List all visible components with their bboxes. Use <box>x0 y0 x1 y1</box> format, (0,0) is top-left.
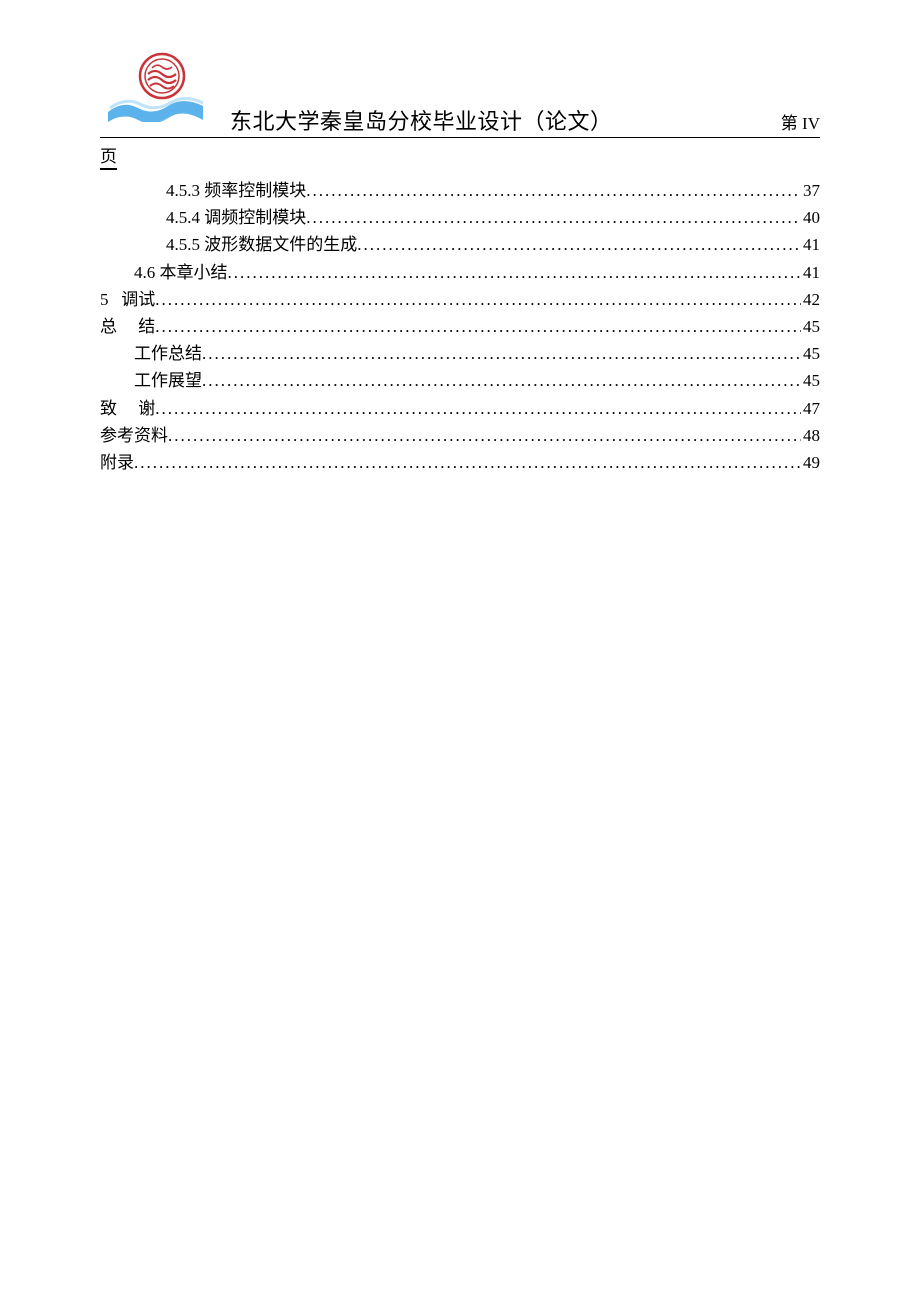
toc-page-number: 45 <box>801 313 820 340</box>
toc-char: 致 <box>100 399 117 418</box>
toc-leader-dots <box>155 313 801 340</box>
page-number-left: 页 <box>100 142 820 167</box>
document-title: 东北大学秦皇岛分校毕业设计（论文） <box>230 104 613 136</box>
toc-label: 总 结 <box>100 313 155 340</box>
toc-num: 4.5.4 <box>166 208 200 227</box>
toc-label: 4.5.3 频率控制模块 <box>166 177 306 204</box>
toc-page-number: 45 <box>801 367 820 394</box>
toc-num: 4.5.3 <box>166 181 200 200</box>
toc-page-number: 41 <box>801 231 820 258</box>
toc-label: 附录 <box>100 449 134 476</box>
toc-title: 波形数据文件的生成 <box>204 235 357 254</box>
toc-page-number: 47 <box>801 395 820 422</box>
toc-label: 4.5.5 波形数据文件的生成 <box>166 231 357 258</box>
toc-entry: 工作总结 45 <box>100 340 820 367</box>
toc-label: 参考资料 <box>100 422 168 449</box>
toc-page-number: 41 <box>801 259 820 286</box>
toc-title: 频率控制模块 <box>204 181 306 200</box>
toc-title: 工作展望 <box>134 371 202 390</box>
toc-label: 工作展望 <box>134 367 202 394</box>
toc-entry: 4.5.5 波形数据文件的生成 41 <box>100 231 820 258</box>
toc-char: 结 <box>138 317 155 336</box>
toc-gap <box>117 317 138 336</box>
toc-label: 5 调试 <box>100 286 155 313</box>
toc-page-number: 37 <box>801 177 820 204</box>
toc-entry: 4.5.3 频率控制模块 37 <box>100 177 820 204</box>
toc-label: 工作总结 <box>134 340 202 367</box>
toc-leader-dots <box>357 231 801 258</box>
page-header: 东北大学秦皇岛分校毕业设计（论文） 第 IV <box>100 50 820 140</box>
page-roman: IV <box>802 114 820 133</box>
toc-leader-dots <box>168 422 801 449</box>
toc-entry: 4.6 本章小结 41 <box>100 259 820 286</box>
document-page: 东北大学秦皇岛分校毕业设计（论文） 第 IV 页 4.5.3 频率控制模块374… <box>0 0 920 526</box>
toc-title: 附录 <box>100 453 134 472</box>
toc-char: 总 <box>100 317 117 336</box>
toc-num: 4.6 <box>134 263 155 282</box>
toc-gap <box>117 399 138 418</box>
toc-page-number: 45 <box>801 340 820 367</box>
toc-label: 4.6 本章小结 <box>134 259 228 286</box>
toc-page-number: 40 <box>801 204 820 231</box>
toc-label: 致 谢 <box>100 395 155 422</box>
toc-title: 调试 <box>121 290 155 309</box>
toc-title: 工作总结 <box>134 344 202 363</box>
toc-entry: 参考资料 48 <box>100 422 820 449</box>
toc-entry: 4.5.4 调频控制模块 40 <box>100 204 820 231</box>
toc-num: 5 <box>100 290 109 309</box>
toc-leader-dots <box>155 395 801 422</box>
header-title-row: 东北大学秦皇岛分校毕业设计（论文） 第 IV <box>100 104 820 138</box>
toc-num: 4.5.5 <box>166 235 200 254</box>
toc-leader-dots <box>306 177 801 204</box>
toc-entry: 致 谢 47 <box>100 395 820 422</box>
toc-entry: 附录 49 <box>100 449 820 476</box>
toc-entry: 工作展望 45 <box>100 367 820 394</box>
toc-leader-dots <box>228 259 802 286</box>
toc-leader-dots <box>134 449 801 476</box>
toc-title: 调频控制模块 <box>204 208 306 227</box>
toc-entry: 总 结 45 <box>100 313 820 340</box>
toc-leader-dots <box>202 367 801 394</box>
toc-char: 谢 <box>138 399 155 418</box>
page-number-right: 第 IV <box>781 109 820 134</box>
toc-leader-dots <box>202 340 801 367</box>
toc-leader-dots <box>306 204 801 231</box>
table-of-contents: 4.5.3 频率控制模块374.5.4 调频控制模块404.5.5 波形数据文件… <box>100 177 820 476</box>
toc-title: 本章小结 <box>160 263 228 282</box>
toc-page-number: 48 <box>801 422 820 449</box>
page-prefix: 第 <box>781 114 798 133</box>
toc-page-number: 49 <box>801 449 820 476</box>
toc-leader-dots <box>155 286 801 313</box>
toc-label: 4.5.4 调频控制模块 <box>166 204 306 231</box>
toc-title: 参考资料 <box>100 426 168 445</box>
toc-entry: 5 调试 42 <box>100 286 820 313</box>
toc-gap <box>109 290 122 309</box>
toc-page-number: 42 <box>801 286 820 313</box>
